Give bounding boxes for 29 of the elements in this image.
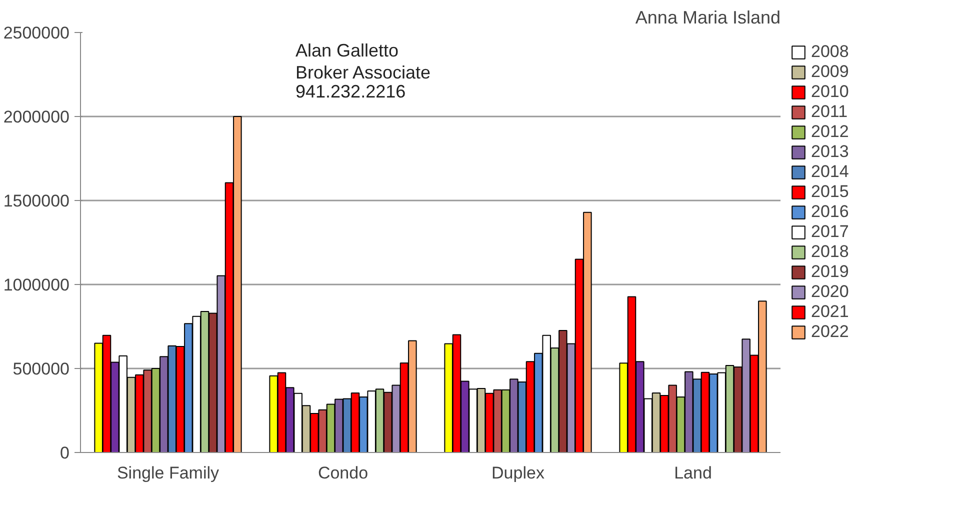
annotation: 941.232.2216 [296,82,406,102]
x-tick-label: Duplex [492,464,545,482]
y-tick-label: 1500000 [3,192,70,210]
legend-label: 2022 [811,322,849,342]
legend-label: 2011 [811,102,848,122]
legend-label: 2017 [811,222,849,242]
annotation: Broker Associate [296,62,431,82]
annotation: Alan Galletto [296,40,399,60]
y-tick-label: 2500000 [3,24,70,42]
legend-label: 2020 [811,282,849,302]
chart-title: Anna Maria Island [635,8,781,28]
legend-label: 2009 [811,62,849,82]
legend-label: 2018 [811,242,849,262]
x-tick-label: Single Family [116,464,220,482]
x-tick-label: Land [674,464,712,482]
legend-label: 2016 [811,202,849,222]
y-tick-label: 500000 [12,360,70,378]
legend-label: 2013 [811,142,849,162]
x-tick-label: Condo [318,464,368,482]
legend-label: 2012 [811,122,849,142]
y-tick-label: 1000000 [3,276,70,294]
legend-label: 2014 [811,162,849,182]
legend-label: 2015 [811,182,849,202]
legend-label: 2021 [811,302,849,322]
legend-label: 2019 [811,262,849,282]
y-tick-label: 0 [60,444,70,462]
legend-label: 2008 [811,42,849,62]
legend-label: 2010 [811,82,849,102]
y-tick-label: 2000000 [3,108,70,126]
